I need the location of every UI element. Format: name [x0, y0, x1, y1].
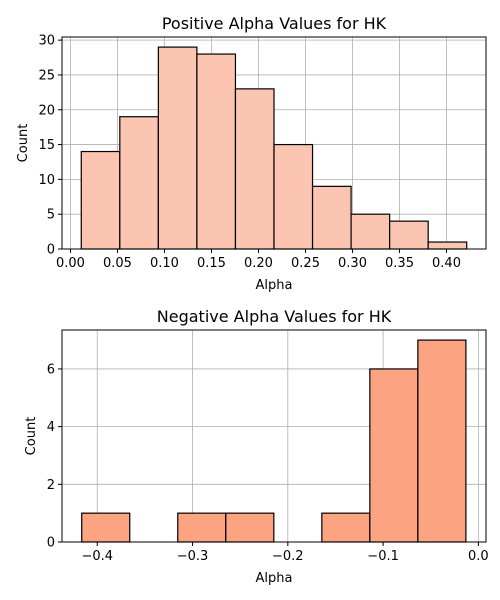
- y-tick-label: 0: [47, 243, 55, 258]
- y-tick-label: 20: [38, 103, 55, 118]
- x-tick-label: 0.15: [197, 256, 226, 271]
- histogram-bar: [81, 512, 131, 543]
- x-tick-label: 0.20: [244, 256, 273, 271]
- y-tick-label: 10: [38, 173, 55, 188]
- x-tick-label: −0.4: [81, 549, 113, 564]
- y-tick-label: 4: [47, 420, 55, 435]
- axes-frame: [61, 36, 487, 250]
- y-tick-label: 30: [38, 34, 55, 49]
- x-tick-label: 0.25: [291, 256, 320, 271]
- histogram-bar: [417, 339, 467, 543]
- histogram-bar: [157, 46, 198, 250]
- chart-title: Positive Alpha Values for HK: [162, 14, 387, 33]
- y-axis-label: Count: [16, 124, 31, 163]
- histogram-bar: [427, 241, 468, 250]
- histogram-bar: [80, 150, 121, 250]
- x-tick-label: −0.1: [367, 549, 399, 564]
- chart-title: Negative Alpha Values for HK: [157, 307, 392, 326]
- negative-alpha-histogram: −0.4 −0.3 −0.2 −0.1 0.0 0 2 4 6 Negative Alpha V…: [24, 307, 489, 586]
- y-axis-label: Count: [24, 417, 39, 456]
- positive-alpha-histogram: 0.00 0.05 0.10 0.15 0.20 0.25 0.30 0.35 0.40 0 5 10…: [16, 14, 487, 293]
- x-tick-label: −0.3: [177, 549, 209, 564]
- y-tick-label: 6: [47, 362, 55, 377]
- histogram-bar: [177, 512, 227, 543]
- x-tick-label: 0.0: [468, 549, 489, 564]
- histogram-bar: [321, 512, 371, 543]
- x-tick-label: 0.05: [103, 256, 132, 271]
- x-tick-label: 0.30: [338, 256, 367, 271]
- x-axis-label: Alpha: [256, 278, 293, 293]
- x-tick-label: 0.35: [385, 256, 414, 271]
- x-tick-label: 0.10: [150, 256, 179, 271]
- y-tick-label: 0: [47, 536, 55, 551]
- axes-frame: [61, 329, 487, 543]
- histogram-bar: [225, 512, 275, 543]
- histogram-bar: [119, 116, 159, 250]
- y-tick-label: 15: [38, 138, 55, 153]
- x-axis-label: Alpha: [256, 571, 293, 586]
- histogram-bar: [311, 185, 352, 250]
- histogram-bar: [389, 220, 429, 250]
- y-tick-label: 5: [47, 208, 55, 223]
- histogram-bar: [234, 88, 275, 250]
- histogram-bar: [273, 143, 314, 250]
- histogram-bar: [196, 53, 237, 250]
- x-tick-label: −0.2: [272, 549, 304, 564]
- y-tick-label: 2: [47, 478, 55, 493]
- y-tick-label: 25: [38, 68, 55, 83]
- histogram-bar: [369, 368, 419, 543]
- histogram-bar: [350, 213, 391, 250]
- x-tick-label: 0.40: [432, 256, 461, 271]
- x-tick-label: 0.00: [56, 256, 85, 271]
